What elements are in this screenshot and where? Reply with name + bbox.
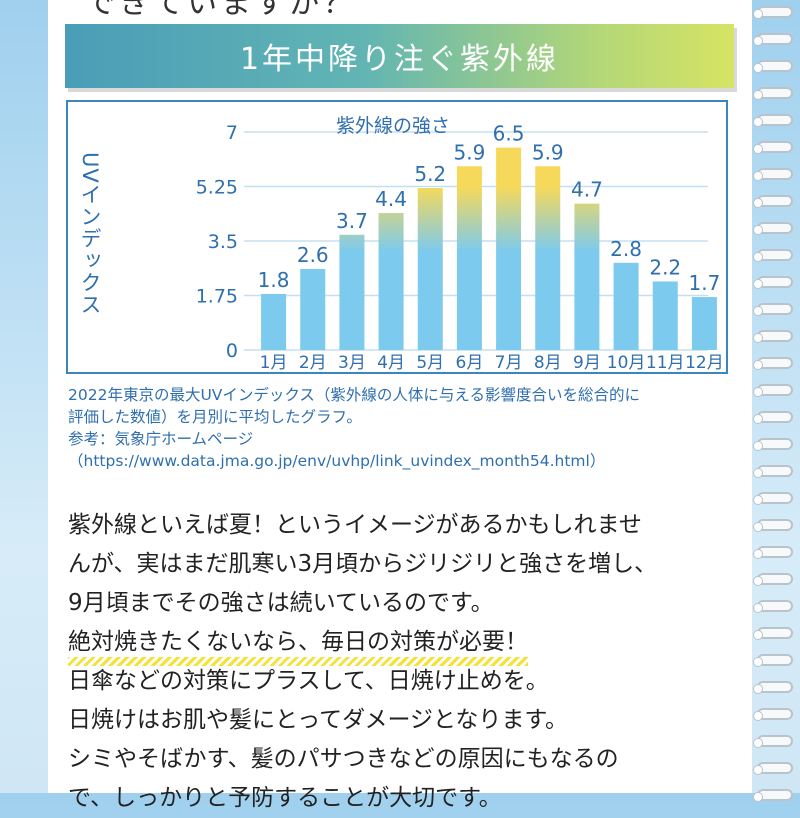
top-heading-fragment: できていますか？: [85, 0, 357, 21]
binding-ring: [753, 735, 793, 748]
bar-2月: [300, 269, 326, 350]
section-banner: 1年中降り注ぐ紫外線: [65, 24, 734, 88]
body-line: 日焼けはお肌や髪にとってダメージとなります。: [68, 707, 569, 733]
caption-line: 2022年東京の最大UVインデックス（紫外線の人体に与える影響度合いを総合的に: [68, 386, 640, 404]
caption-line: 評価した数値）を月別に平均したグラフ。: [68, 408, 362, 426]
bar-4月: [378, 212, 404, 350]
binding-ring: [753, 546, 793, 559]
binding-ring: [753, 384, 793, 397]
bar-value-label: 2.8: [610, 237, 642, 261]
binding-ring: [753, 411, 793, 424]
binding-ring: [753, 168, 793, 181]
x-tick-label: 9月: [573, 353, 601, 373]
y-tick-label: 7: [226, 122, 238, 144]
binding-ring: [753, 6, 793, 19]
bar-value-label: 6.5: [493, 122, 525, 146]
bar-value-label: 2.6: [297, 243, 329, 267]
y-tick-label: 3.5: [208, 231, 238, 253]
binding-ring: [753, 654, 793, 667]
caption-source-label: 参考：気象庁ホームページ: [68, 430, 254, 448]
x-tick-label: 11月: [646, 353, 685, 373]
chart-title: 紫外線の強さ: [336, 115, 450, 137]
bar-value-label: 4.7: [571, 178, 603, 202]
bar-value-label: 4.4: [375, 187, 407, 211]
binding-ring: [753, 627, 793, 640]
binding-ring: [753, 303, 793, 316]
highlighted-body-line: 絶対焼きたくないなら、毎日の対策が必要！: [68, 623, 528, 666]
caption-source-url: （https://www.data.jma.go.jp/env/uvhp/lin…: [68, 452, 606, 470]
bar-value-label: 1.7: [689, 271, 721, 295]
binding-ring: [753, 222, 793, 235]
binding-ring: [753, 465, 793, 478]
body-line: 9月頃までその強さは続いているのです。: [68, 590, 494, 616]
binding-ring: [753, 276, 793, 289]
binding-ring: [753, 573, 793, 586]
uv-bar-chart: 0 1.75 3.5 5.25 7 1.8 1月 2.6 2月 3.7 3月 4.4 4月 5.2 5月 5.…: [78, 115, 724, 373]
binding-ring: [753, 357, 793, 370]
y-tick-label: 0: [226, 340, 238, 362]
binding-ring: [753, 492, 793, 505]
y-axis-label: UVインデックス: [78, 152, 102, 316]
bar-11月: [652, 281, 678, 350]
binding-ring: [753, 681, 793, 694]
x-tick-label: 5月: [416, 353, 444, 373]
binding-ring: [753, 600, 793, 613]
binding-ring: [753, 708, 793, 721]
bar-value-label: 5.9: [454, 140, 486, 164]
binding-ring: [753, 33, 793, 46]
x-tick-label: 12月: [685, 353, 724, 373]
y-tick-label: 5.25: [196, 177, 238, 199]
binding-ring: [753, 114, 793, 127]
bar-7月: [496, 147, 522, 350]
bar-1月: [261, 293, 287, 350]
binding-ring: [753, 87, 793, 100]
x-tick-label: 3月: [338, 353, 366, 373]
binding-ring: [753, 330, 793, 343]
bar-3月: [339, 234, 365, 350]
bar-value-label: 3.7: [336, 209, 368, 233]
article-body: 紫外線といえば夏！というイメージがあるかもしれませ んが、実はまだ肌寒い3月頃か…: [68, 506, 748, 818]
body-line: 日傘などの対策にプラスして、日焼け止めを。: [68, 668, 549, 694]
chart-caption: 2022年東京の最大UVインデックス（紫外線の人体に与える影響度合いを総合的に …: [68, 384, 738, 472]
x-tick-label: 8月: [534, 353, 562, 373]
binding-ring: [753, 789, 793, 802]
bar-12月: [691, 297, 717, 350]
binding-ring: [753, 141, 793, 154]
binding-ring: [753, 195, 793, 208]
bar-value-label: 5.2: [414, 162, 446, 186]
body-line: 紫外線といえば夏！というイメージがあるかもしれませ: [68, 512, 642, 538]
binding-ring: [753, 438, 793, 451]
bar-10月: [613, 262, 639, 350]
x-tick-label: 1月: [260, 353, 288, 373]
notebook-binding-rings: [753, 0, 800, 802]
x-tick-label: 7月: [495, 353, 523, 373]
x-tick-label: 6月: [456, 353, 484, 373]
uv-chart-box: 0 1.75 3.5 5.25 7 1.8 1月 2.6 2月 3.7 3月 4.4 4月 5.2 5月 5.…: [66, 100, 728, 374]
bar-value-label: 2.2: [649, 255, 681, 279]
body-line: シミやそばかす、髪のパサつきなどの原因にもなるの: [68, 746, 619, 772]
bar-value-label: 5.9: [532, 140, 564, 164]
y-tick-label: 1.75: [196, 286, 238, 308]
binding-ring: [753, 762, 793, 775]
binding-ring: [753, 249, 793, 262]
body-line: で、しっかりと予防することが大切です。: [68, 785, 502, 811]
bar-8月: [535, 166, 561, 350]
body-line: んが、実はまだ肌寒い3月頃からジリジリと強さを増し、: [68, 551, 658, 577]
x-tick-label: 4月: [377, 353, 405, 373]
binding-ring: [753, 60, 793, 73]
binding-ring: [753, 519, 793, 532]
bar-6月: [456, 166, 482, 350]
banner-title: 1年中降り注ぐ紫外線: [239, 42, 560, 77]
bar-5月: [417, 188, 443, 350]
bar-value-label: 1.8: [258, 268, 290, 292]
x-tick-label: 10月: [607, 353, 646, 373]
x-tick-label: 2月: [299, 353, 327, 373]
bar-9月: [574, 203, 600, 350]
